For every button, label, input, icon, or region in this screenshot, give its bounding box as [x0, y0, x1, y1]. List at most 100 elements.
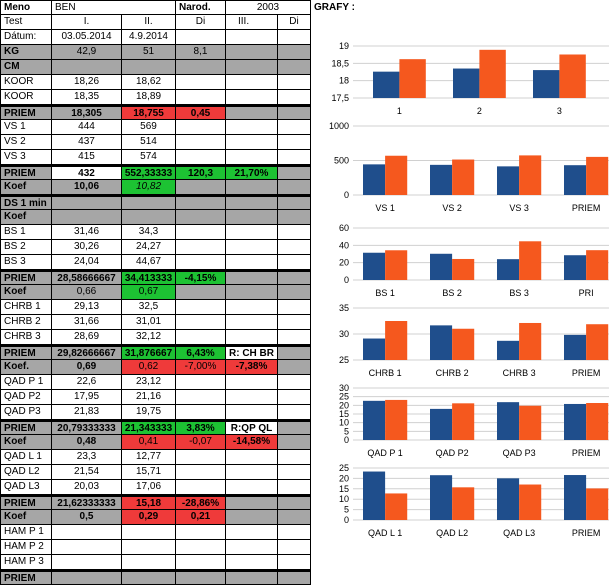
table-cell[interactable]: 29,13: [52, 300, 122, 315]
table-cell[interactable]: [52, 60, 122, 75]
table-cell[interactable]: [176, 240, 226, 255]
bar-chart-6[interactable]: 0 5 10 15 20 25 QAD L 1 QAD L2 QAD L3 PRIEM: [325, 462, 609, 540]
bar[interactable]: [586, 403, 609, 440]
bar[interactable]: [399, 59, 426, 98]
table-cell[interactable]: [226, 210, 278, 225]
row-label[interactable]: BS 3: [0, 255, 52, 270]
table-cell[interactable]: [226, 465, 278, 480]
table-cell[interactable]: 31,46: [52, 225, 122, 240]
table-cell[interactable]: 12,77: [122, 450, 176, 465]
table-cell[interactable]: [278, 255, 311, 270]
table-cell[interactable]: 0,41: [122, 435, 176, 450]
table-cell[interactable]: [226, 300, 278, 315]
table-cell[interactable]: R:QP QL: [226, 420, 278, 435]
table-cell[interactable]: [52, 540, 122, 555]
table-cell[interactable]: [226, 60, 278, 75]
table-cell[interactable]: [278, 360, 311, 375]
table-cell[interactable]: [278, 570, 311, 585]
table-cell[interactable]: [226, 30, 278, 45]
table-cell[interactable]: [278, 135, 311, 150]
table-cell[interactable]: [122, 210, 176, 225]
bar[interactable]: [497, 166, 520, 195]
table-cell[interactable]: 3,83%: [176, 420, 226, 435]
bar[interactable]: [363, 471, 386, 520]
table-cell[interactable]: -7,38%: [226, 360, 278, 375]
row-label[interactable]: PRIEM: [0, 345, 52, 360]
table-cell[interactable]: 0,5: [52, 510, 122, 525]
table-cell[interactable]: 20,79333333: [52, 420, 122, 435]
table-cell[interactable]: 432: [52, 165, 122, 180]
row-label[interactable]: HAM P 3: [0, 555, 52, 570]
table-cell[interactable]: [226, 105, 278, 120]
row-label[interactable]: QAD L3: [0, 480, 52, 495]
table-cell[interactable]: [226, 240, 278, 255]
row-label[interactable]: HAM P 1: [0, 525, 52, 540]
bar[interactable]: [430, 164, 453, 195]
table-cell[interactable]: [176, 195, 226, 210]
table-cell[interactable]: [226, 405, 278, 420]
bar[interactable]: [385, 250, 408, 280]
table-cell[interactable]: [278, 390, 311, 405]
table-cell[interactable]: 574: [122, 150, 176, 165]
table-cell[interactable]: [176, 405, 226, 420]
bar[interactable]: [385, 155, 408, 195]
row-label[interactable]: CHRB 3: [0, 330, 52, 345]
row-label[interactable]: Koef: [0, 210, 52, 225]
row-label[interactable]: QAD P3: [0, 405, 52, 420]
bar[interactable]: [533, 70, 560, 98]
table-cell[interactable]: [278, 300, 311, 315]
table-cell[interactable]: [278, 345, 311, 360]
bar[interactable]: [519, 155, 542, 195]
table-cell[interactable]: [176, 75, 226, 90]
row-label[interactable]: VS 2: [0, 135, 52, 150]
table-cell[interactable]: [278, 465, 311, 480]
table-cell[interactable]: [52, 210, 122, 225]
bar[interactable]: [452, 258, 475, 280]
table-cell[interactable]: [176, 285, 226, 300]
table-cell[interactable]: [176, 210, 226, 225]
table-cell[interactable]: [226, 285, 278, 300]
table-cell[interactable]: [278, 510, 311, 525]
table-cell[interactable]: [278, 315, 311, 330]
row-label[interactable]: Koef.: [0, 360, 52, 375]
row-label[interactable]: CM: [0, 60, 52, 75]
bar[interactable]: [452, 403, 475, 440]
bar[interactable]: [452, 487, 475, 520]
bar[interactable]: [385, 399, 408, 440]
table-cell[interactable]: 0,66: [52, 285, 122, 300]
row-label[interactable]: CHRB 1: [0, 300, 52, 315]
table-cell[interactable]: 15,18: [122, 495, 176, 510]
row-label[interactable]: QAD L 1: [0, 450, 52, 465]
table-cell[interactable]: 23,3: [52, 450, 122, 465]
table-cell[interactable]: [176, 30, 226, 45]
bar[interactable]: [385, 321, 408, 360]
table-cell[interactable]: -4,15%: [176, 270, 226, 285]
table-cell[interactable]: Di: [278, 15, 311, 30]
table-cell[interactable]: [176, 315, 226, 330]
table-cell[interactable]: [226, 120, 278, 135]
table-cell[interactable]: 20,03: [52, 480, 122, 495]
table-cell[interactable]: 8,1: [176, 45, 226, 60]
table-cell[interactable]: 18,26: [52, 75, 122, 90]
table-cell[interactable]: [52, 195, 122, 210]
bar[interactable]: [363, 164, 386, 195]
row-label[interactable]: PRIEM: [0, 570, 52, 585]
bar[interactable]: [564, 165, 587, 195]
table-cell[interactable]: 21,62333333: [52, 495, 122, 510]
table-cell[interactable]: [176, 300, 226, 315]
bar[interactable]: [363, 400, 386, 440]
table-cell[interactable]: 569: [122, 120, 176, 135]
row-label[interactable]: PRIEM: [0, 495, 52, 510]
table-cell[interactable]: [226, 270, 278, 285]
table-cell[interactable]: [226, 315, 278, 330]
table-cell[interactable]: 29,82666667: [52, 345, 122, 360]
table-cell[interactable]: 0,67: [122, 285, 176, 300]
table-cell[interactable]: 18,305: [52, 105, 122, 120]
table-cell[interactable]: [278, 90, 311, 105]
table-cell[interactable]: 4.9.2014: [122, 30, 176, 45]
table-cell[interactable]: [176, 180, 226, 195]
table-cell[interactable]: [226, 75, 278, 90]
table-cell[interactable]: 0,29: [122, 510, 176, 525]
row-label[interactable]: CHRB 2: [0, 315, 52, 330]
narod-label[interactable]: Narod.: [176, 0, 226, 15]
